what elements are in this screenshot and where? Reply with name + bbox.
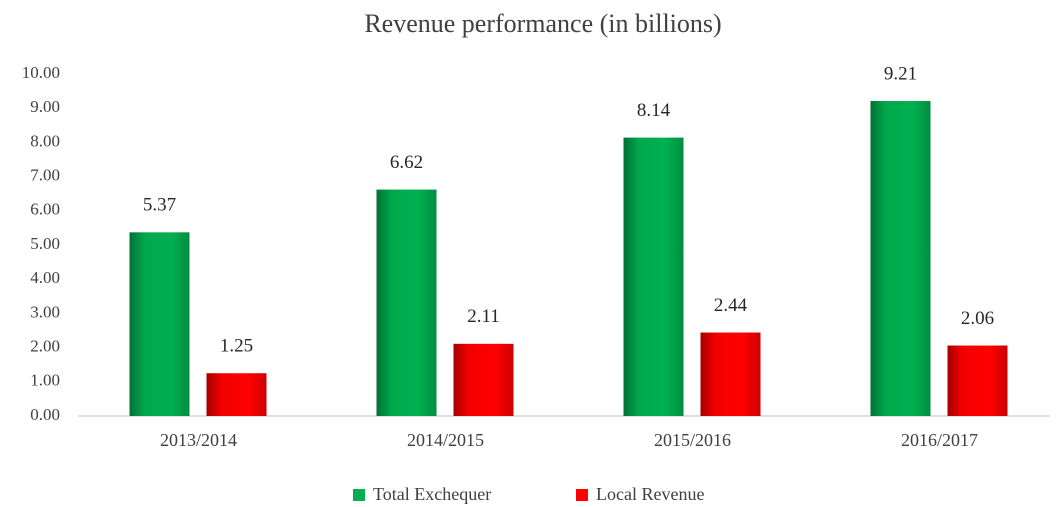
data-label: 1.25 (220, 336, 253, 357)
chart-title: Revenue performance (in billions) (364, 9, 721, 38)
y-tick-label: 9.00 (30, 97, 60, 116)
x-tick-label: 2015/2016 (654, 430, 731, 450)
bar (453, 343, 514, 416)
x-tick-label: 2013/2014 (160, 430, 237, 450)
y-tick-label: 2.00 (30, 337, 60, 356)
y-tick-label: 8.00 (30, 131, 60, 150)
data-label: 2.11 (467, 306, 500, 327)
data-label: 5.37 (143, 195, 176, 216)
data-label: 9.21 (884, 63, 917, 84)
bar (870, 101, 931, 416)
legend-label: Local Revenue (596, 484, 704, 504)
bar (947, 345, 1008, 416)
data-label: 2.44 (714, 295, 748, 316)
legend-label: Total Exchequer (373, 484, 491, 504)
legend-swatch (353, 489, 365, 501)
data-label: 2.06 (961, 308, 994, 329)
bar (700, 332, 761, 416)
y-tick-label: 0.00 (30, 405, 60, 424)
bar (206, 373, 267, 416)
y-tick-label: 7.00 (30, 166, 60, 185)
y-tick-label: 1.00 (30, 371, 60, 390)
bar (623, 137, 684, 416)
bar (129, 232, 190, 416)
y-tick-label: 5.00 (30, 234, 60, 253)
legend-swatch (576, 489, 588, 501)
x-tick-label: 2014/2015 (407, 430, 484, 450)
data-label: 6.62 (390, 152, 423, 173)
data-label: 8.14 (637, 100, 671, 121)
y-tick-label: 6.00 (30, 200, 60, 219)
bar (376, 189, 437, 416)
y-tick-label: 10.00 (22, 63, 60, 82)
x-tick-label: 2016/2017 (901, 430, 978, 450)
y-tick-label: 3.00 (30, 302, 60, 321)
y-tick-label: 4.00 (30, 268, 60, 287)
